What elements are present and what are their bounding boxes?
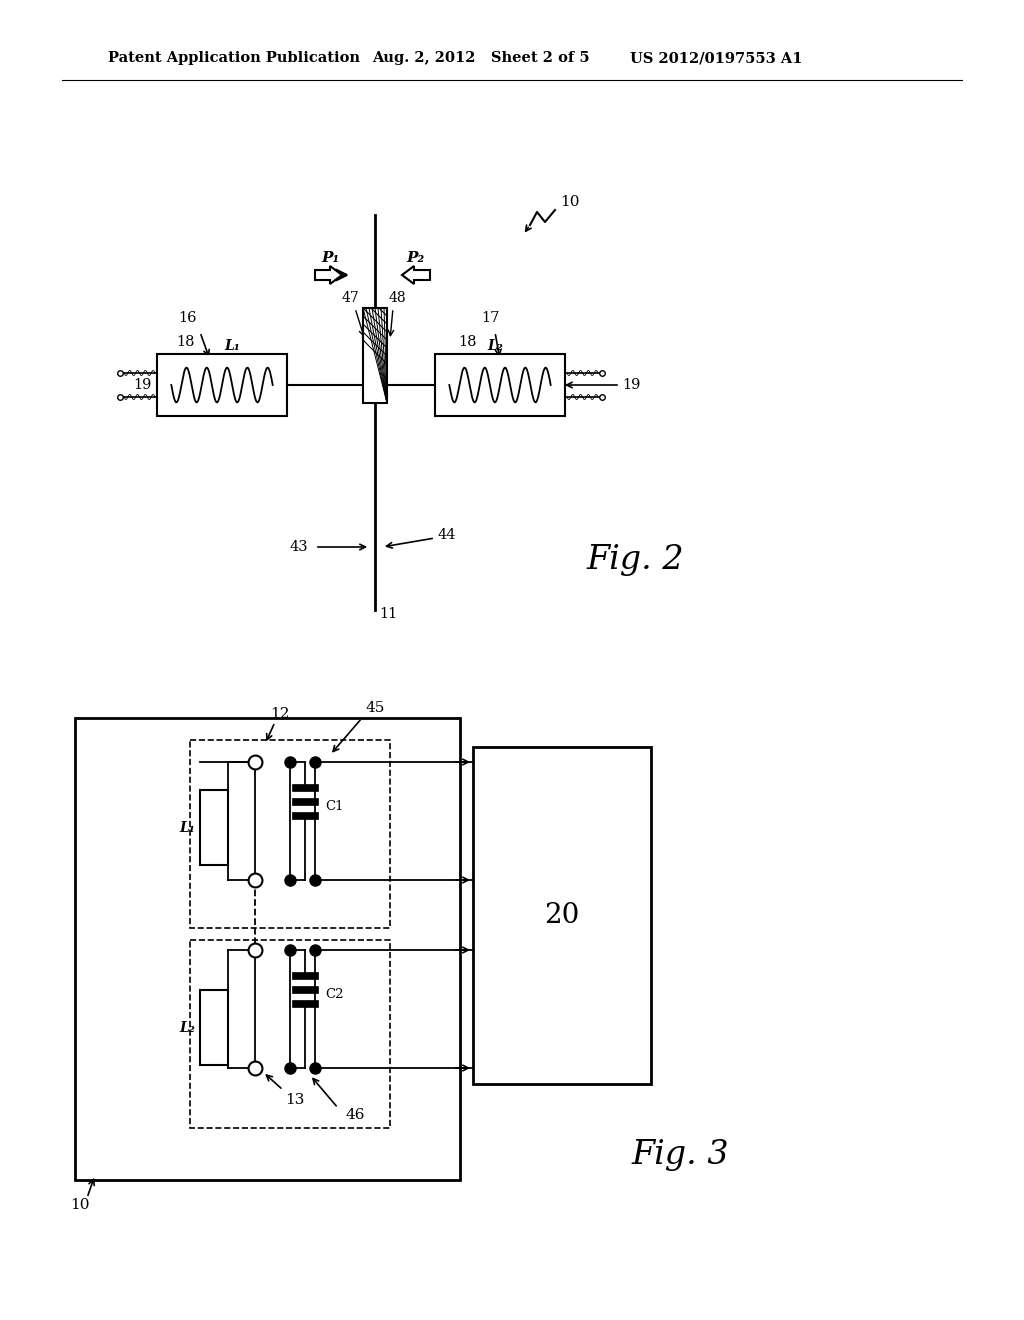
Bar: [362, 308, 387, 403]
Text: L₂: L₂: [487, 339, 503, 352]
Text: P₁: P₁: [321, 251, 339, 265]
Text: 11: 11: [379, 607, 397, 620]
Text: C1: C1: [325, 800, 343, 813]
Text: 13: 13: [286, 1093, 305, 1107]
Text: 45: 45: [366, 701, 385, 715]
Text: 17: 17: [481, 312, 499, 325]
Text: L₁: L₁: [179, 821, 195, 834]
Bar: [190, 940, 390, 1129]
Bar: [200, 789, 228, 865]
Text: 47: 47: [341, 290, 358, 305]
Bar: [292, 972, 318, 979]
Text: 19: 19: [133, 378, 152, 392]
Text: 18: 18: [176, 335, 195, 348]
Bar: [292, 799, 318, 805]
Text: 16: 16: [178, 312, 197, 325]
Text: 10: 10: [71, 1199, 90, 1212]
Text: 44: 44: [437, 528, 456, 543]
Bar: [157, 354, 287, 416]
Bar: [75, 718, 460, 1180]
Bar: [473, 747, 651, 1084]
Text: 20: 20: [545, 902, 580, 929]
Text: Aug. 2, 2012   Sheet 2 of 5: Aug. 2, 2012 Sheet 2 of 5: [372, 51, 590, 65]
Text: 18: 18: [459, 335, 477, 348]
Text: Patent Application Publication: Patent Application Publication: [108, 51, 360, 65]
Text: 19: 19: [622, 378, 640, 392]
Text: 48: 48: [388, 290, 406, 305]
FancyArrow shape: [315, 267, 342, 284]
Bar: [190, 741, 390, 928]
Text: C2: C2: [325, 987, 343, 1001]
Bar: [292, 812, 318, 818]
Bar: [292, 986, 318, 993]
Text: 10: 10: [560, 195, 580, 209]
Text: L₁: L₁: [224, 339, 240, 352]
FancyArrow shape: [402, 267, 430, 284]
Text: L₂: L₂: [179, 1020, 195, 1035]
Bar: [200, 990, 228, 1065]
Text: 46: 46: [345, 1107, 365, 1122]
Text: 12: 12: [270, 708, 290, 721]
Text: Fig. 3: Fig. 3: [631, 1139, 729, 1171]
Text: P₂: P₂: [406, 251, 424, 265]
Text: 43: 43: [290, 540, 308, 554]
Bar: [292, 1001, 318, 1007]
Text: US 2012/0197553 A1: US 2012/0197553 A1: [630, 51, 803, 65]
Bar: [292, 784, 318, 791]
Text: Fig. 2: Fig. 2: [586, 544, 684, 576]
Bar: [435, 354, 565, 416]
